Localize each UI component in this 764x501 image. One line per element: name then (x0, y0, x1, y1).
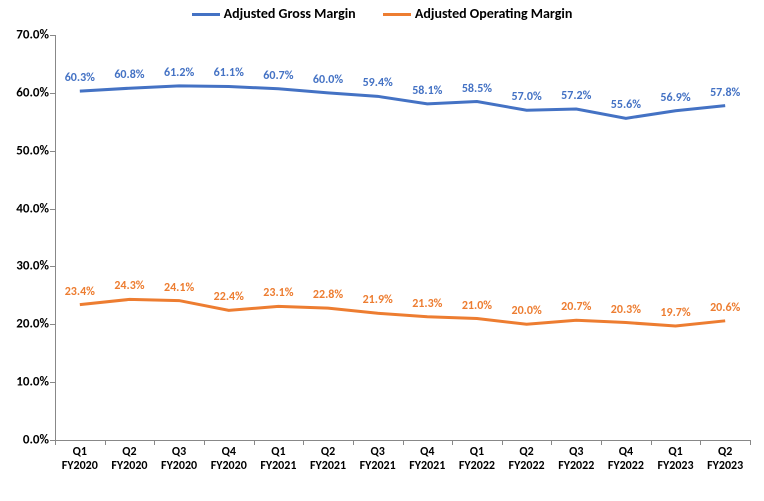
x-axis-tick (700, 440, 701, 445)
data-point-label: 57.2% (561, 89, 591, 103)
x-axis-tick-label: Q3FY2022 (558, 446, 594, 474)
x-axis-tick (452, 440, 453, 445)
y-axis-tick-label: 60.0% (16, 85, 49, 100)
data-point-label: 55.6% (611, 98, 641, 112)
x-axis-tick-label: Q3FY2020 (161, 446, 197, 474)
x-axis-tick-label: Q2FY2023 (707, 446, 743, 474)
data-point-label: 24.3% (114, 279, 144, 293)
data-point-label: 24.1% (164, 281, 194, 295)
y-axis-tick-label: 40.0% (16, 201, 49, 216)
x-axis-tick (601, 440, 602, 445)
x-axis-tick (254, 440, 255, 445)
data-point-label: 23.4% (65, 285, 95, 299)
y-axis-tick-label: 20.0% (16, 317, 49, 332)
x-axis-tick (502, 440, 503, 445)
chart-legend: Adjusted Gross Margin Adjusted Operating… (0, 5, 764, 22)
data-point-label: 19.7% (660, 306, 690, 320)
x-axis-tick-label: Q4FY2021 (409, 446, 445, 474)
legend-label: Adjusted Gross Margin (224, 5, 356, 22)
data-point-label: 21.3% (412, 297, 442, 311)
x-axis-tick (403, 440, 404, 445)
plot-area: 0.0%10.0%20.0%30.0%40.0%50.0%60.0%70.0%Q… (55, 35, 750, 440)
data-point-label: 23.1% (263, 286, 293, 300)
legend-label: Adjusted Operating Margin (415, 5, 572, 22)
data-point-label: 61.1% (214, 66, 244, 80)
x-axis-tick-label: Q3FY2021 (360, 446, 396, 474)
legend-item-gross-margin: Adjusted Gross Margin (192, 5, 356, 22)
y-axis-tick-label: 30.0% (16, 259, 49, 274)
y-axis-line (55, 35, 56, 440)
margin-trend-chart: Adjusted Gross Margin Adjusted Operating… (0, 0, 764, 501)
x-axis-tick-label: Q1FY2020 (62, 446, 98, 474)
x-axis-tick-label: Q2FY2020 (111, 446, 147, 474)
data-point-label: 22.4% (214, 290, 244, 304)
x-axis-tick-label: Q2FY2022 (509, 446, 545, 474)
data-point-label: 20.7% (561, 300, 591, 314)
legend-swatch (383, 13, 411, 16)
x-axis-tick (55, 440, 56, 445)
data-point-label: 60.3% (65, 71, 95, 85)
x-axis-tick (551, 440, 552, 445)
x-axis-tick (303, 440, 304, 445)
x-axis-tick (651, 440, 652, 445)
data-point-label: 60.8% (114, 68, 144, 82)
data-point-label: 21.0% (462, 299, 492, 313)
x-axis-tick-label: Q1FY2021 (260, 446, 296, 474)
data-point-label: 56.9% (660, 91, 690, 105)
x-axis-tick-label: Q4FY2020 (211, 446, 247, 474)
x-axis-tick-label: Q1FY2022 (459, 446, 495, 474)
data-point-label: 57.0% (511, 90, 541, 104)
legend-swatch (192, 13, 220, 16)
x-axis-tick-label: Q4FY2022 (608, 446, 644, 474)
data-point-label: 22.8% (313, 288, 343, 302)
data-point-label: 58.5% (462, 82, 492, 96)
x-axis-tick-label: Q1FY2023 (657, 446, 693, 474)
data-point-label: 20.6% (710, 301, 740, 315)
x-axis-tick (353, 440, 354, 445)
x-axis-tick-label: Q2FY2021 (310, 446, 346, 474)
y-axis-tick-label: 10.0% (16, 375, 49, 390)
x-axis-tick (154, 440, 155, 445)
legend-item-operating-margin: Adjusted Operating Margin (383, 5, 572, 22)
data-point-label: 21.9% (363, 293, 393, 307)
data-point-label: 60.0% (313, 73, 343, 87)
x-axis-tick (105, 440, 106, 445)
y-axis-tick-label: 0.0% (23, 433, 49, 448)
data-point-label: 20.0% (511, 304, 541, 318)
x-axis-tick (750, 440, 751, 445)
y-axis-tick-label: 70.0% (16, 28, 49, 43)
chart-lines-svg (55, 35, 750, 440)
data-point-label: 57.8% (710, 86, 740, 100)
y-axis-tick-label: 50.0% (16, 143, 49, 158)
data-point-label: 20.3% (611, 303, 641, 317)
data-point-label: 60.7% (263, 69, 293, 83)
data-point-label: 59.4% (363, 76, 393, 90)
x-axis-tick (204, 440, 205, 445)
data-point-label: 61.2% (164, 66, 194, 80)
data-point-label: 58.1% (412, 84, 442, 98)
